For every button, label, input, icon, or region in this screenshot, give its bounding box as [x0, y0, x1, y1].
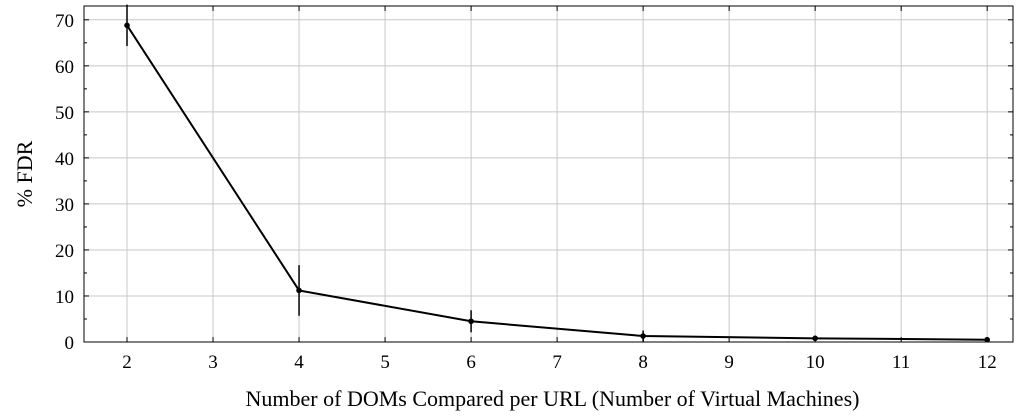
y-tick-label: 70 [55, 11, 74, 32]
x-axis-label: Number of DOMs Compared per URL (Number … [246, 386, 860, 411]
series-layer [124, 4, 990, 343]
y-tick-label: 10 [55, 287, 74, 308]
minor-ticks [84, 42, 1013, 320]
x-tick-label: 3 [208, 352, 218, 373]
x-tick-label: 2 [122, 352, 132, 373]
y-tick-label: 20 [55, 241, 74, 262]
ticks: 2 3 4 5 6 7 8 9 10 11 12 0 10 20 30 40 50 60 70 [55, 6, 1013, 373]
x-tick-label: 7 [552, 352, 562, 373]
x-tick-label: 4 [294, 352, 304, 373]
y-tick-label: 50 [55, 103, 74, 124]
data-point [984, 336, 990, 343]
x-tick-label: 8 [638, 352, 648, 373]
y-tick-label: 0 [65, 333, 75, 354]
y-tick-label: 30 [55, 195, 74, 216]
data-point [468, 318, 474, 325]
data-point [296, 287, 302, 294]
y-tick-label: 60 [55, 57, 74, 78]
data-point [124, 22, 130, 29]
plot-frame [83, 5, 1014, 343]
data-point [640, 333, 646, 339]
x-tick-label: 10 [806, 352, 825, 373]
x-tick-label: 11 [892, 352, 910, 373]
y-tick-label: 40 [55, 149, 74, 170]
x-tick-label: 9 [724, 352, 734, 373]
x-tick-label: 6 [466, 352, 476, 373]
x-tick-label: 12 [978, 352, 997, 373]
y-axis-label: % FDR [12, 140, 37, 207]
data-point [812, 335, 818, 342]
series-line [126, 24, 988, 341]
x-tick-label: 5 [380, 352, 390, 373]
